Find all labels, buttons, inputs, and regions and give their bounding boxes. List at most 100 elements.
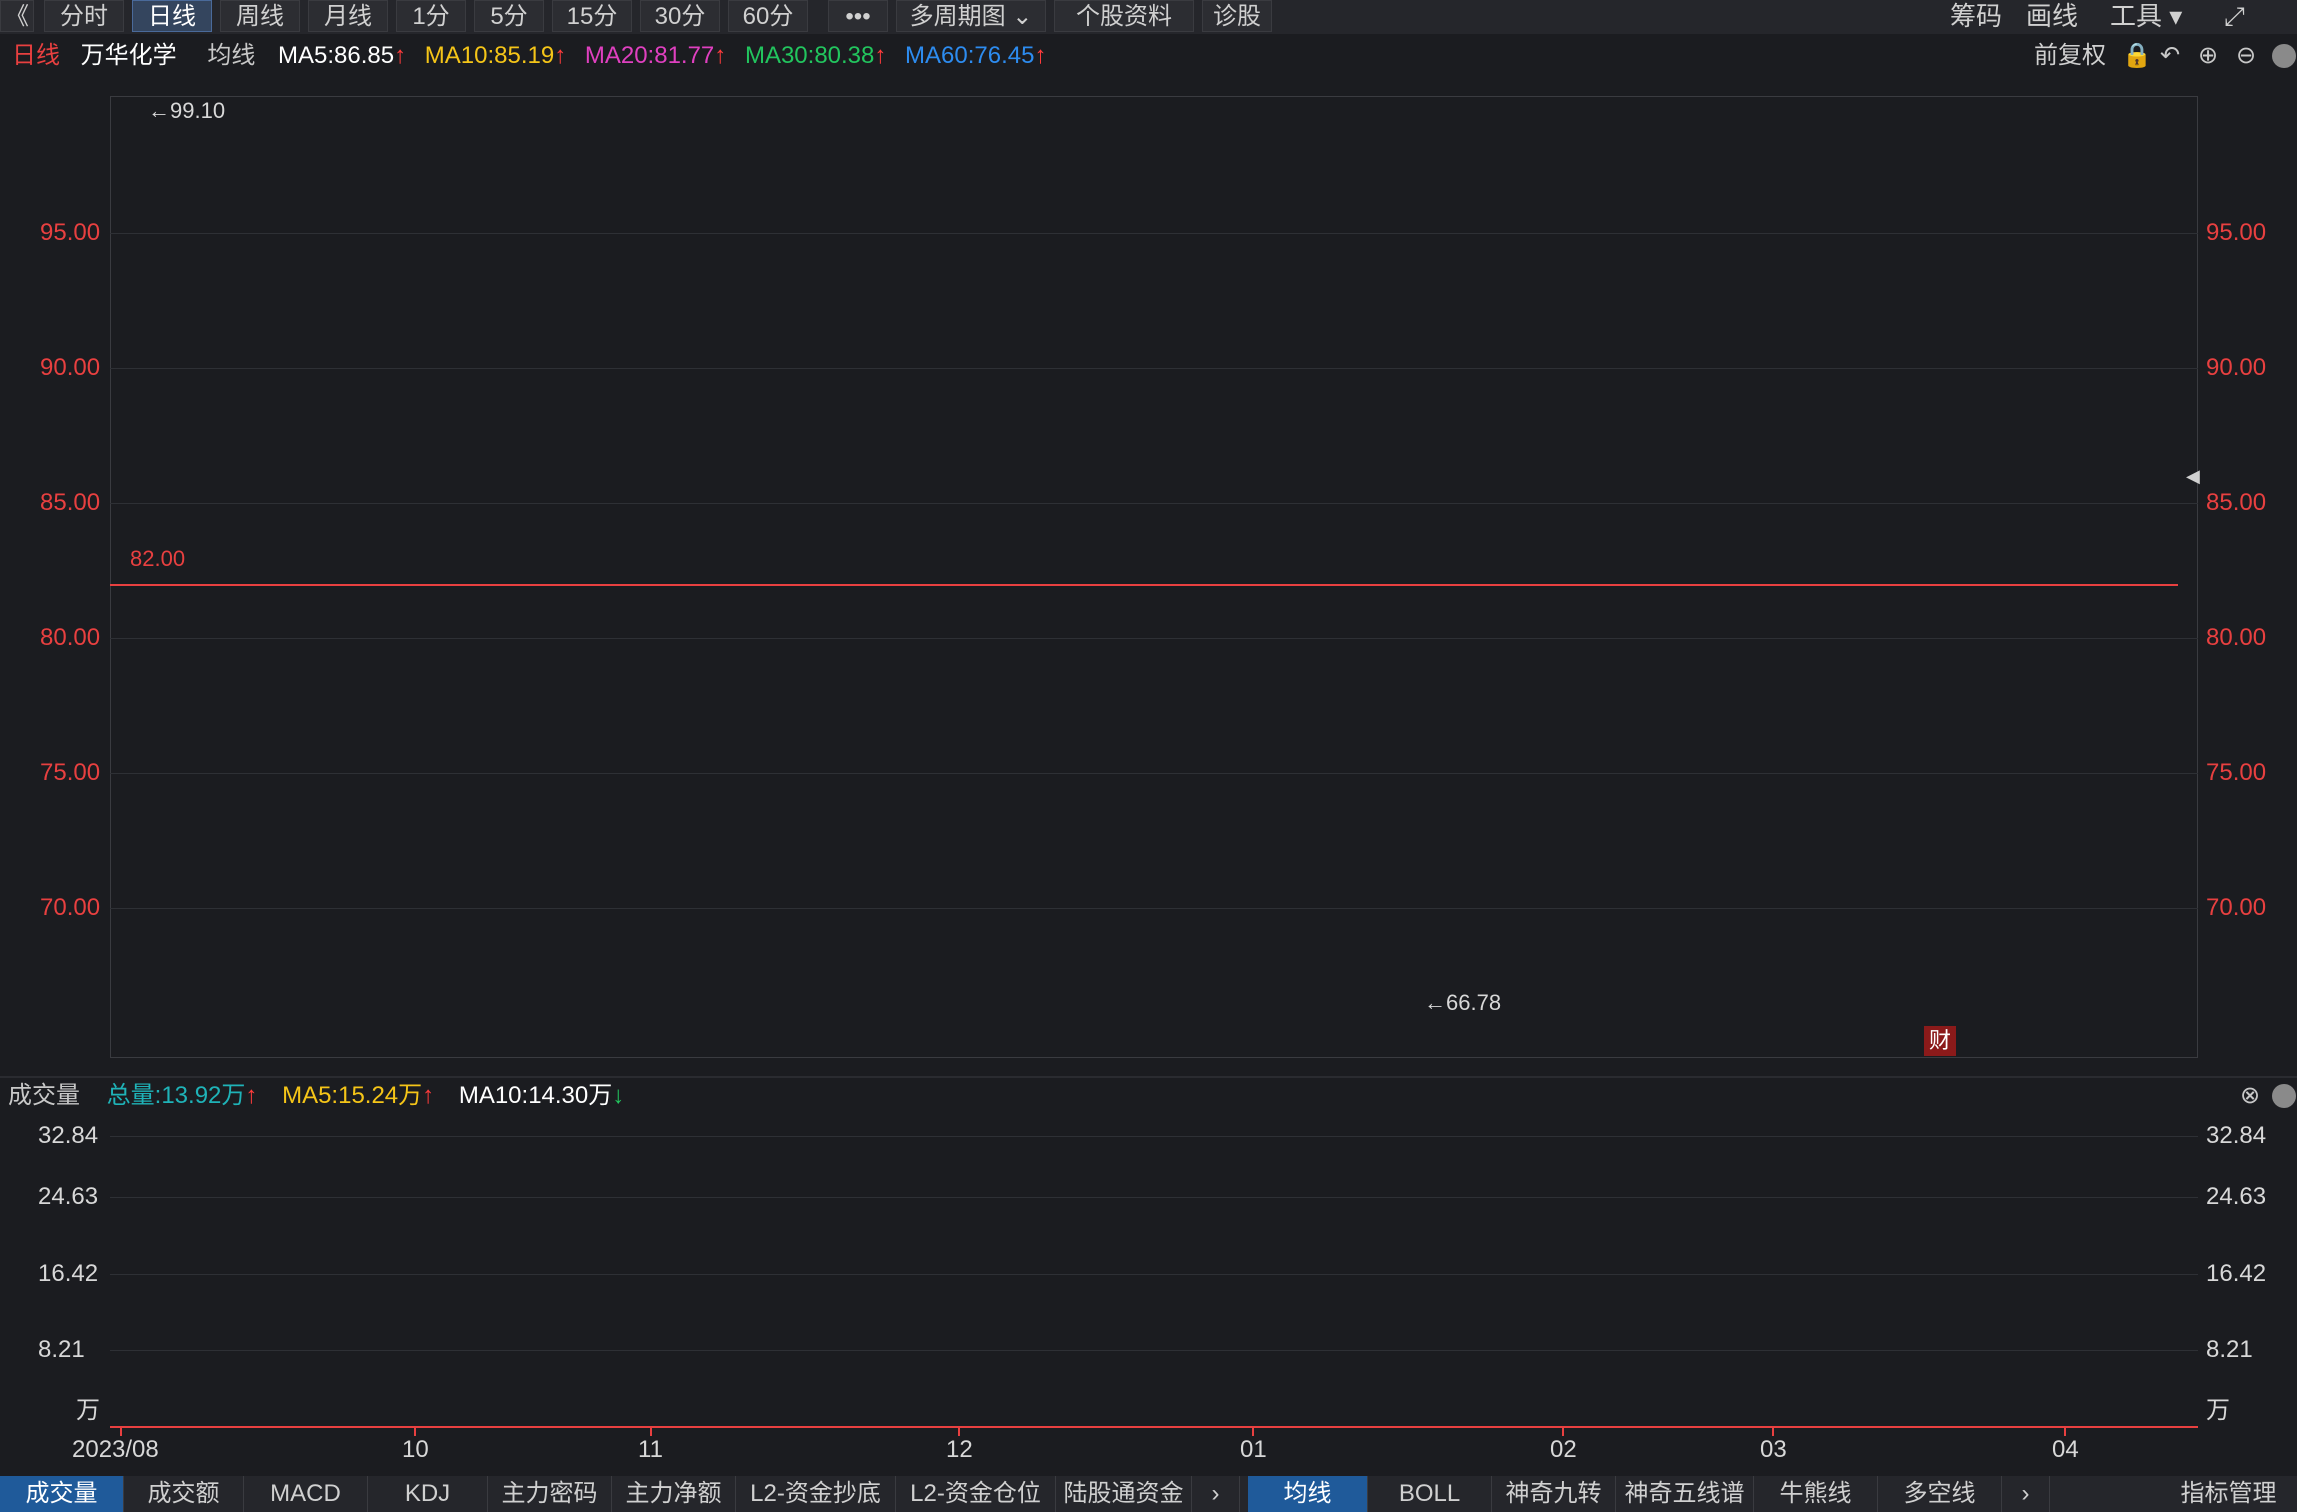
price-tick-label-right: 85.00 <box>2206 489 2267 516</box>
x-tick <box>1772 1426 1774 1436</box>
volume-chart-area[interactable] <box>110 1110 2198 1426</box>
chips-button[interactable]: 筹码 <box>1950 1 2003 31</box>
price-tick-label: 70.00 <box>40 894 101 921</box>
volume-gridline <box>110 1350 2198 1351</box>
ma10-value: MA10:85.19 <box>424 42 555 69</box>
tab-weekly[interactable]: 周线 <box>220 0 300 32</box>
x-tick-label: 04 <box>2052 1436 2079 1463</box>
zoom-out-icon[interactable]: ⊖ <box>2236 42 2257 69</box>
tab-l2-bottom-fishing[interactable]: L2-资金抄底 <box>736 1476 896 1512</box>
lock-icon[interactable]: 🔒 <box>2122 42 2152 69</box>
price-gridline <box>110 908 2198 909</box>
tab-l2-position[interactable]: L2-资金仓位 <box>896 1476 1056 1512</box>
tab-intraday[interactable]: 分时 <box>44 0 124 32</box>
tab-northbound-funds[interactable]: 陆股通资金 <box>1056 1476 1192 1512</box>
ma-legend: 日线 万华化学 均线 MA5:86.85↑ MA10:85.19↑ MA20:8… <box>12 36 1046 76</box>
volume-tick-label-right: 8.21 <box>2206 1336 2253 1363</box>
arrow-up-icon: ↑ <box>1034 42 1047 69</box>
volume-tick-label: 32.84 <box>38 1122 99 1149</box>
ma30-value: MA30:80.38 <box>744 42 875 69</box>
tab-kdj[interactable]: KDJ <box>368 1476 488 1512</box>
tab-macd[interactable]: MACD <box>244 1476 368 1512</box>
volume-tick-label-right: 24.63 <box>2206 1183 2267 1210</box>
x-tick <box>1252 1426 1254 1436</box>
tab-long-short-line[interactable]: 多空线 <box>1878 1476 2002 1512</box>
settings-gear-icon[interactable] <box>2272 44 2296 68</box>
tab-5min[interactable]: 5分 <box>474 0 544 32</box>
tab-60min[interactable]: 60分 <box>728 0 808 32</box>
ma5-value: MA5:86.85 <box>278 42 395 69</box>
tab-magic-five-lines[interactable]: 神奇五线谱 <box>1616 1476 1754 1512</box>
tab-magic-nine[interactable]: 神奇九转 <box>1492 1476 1616 1512</box>
tools-label: 工具 <box>2110 1 2163 31</box>
tab-main-force-net[interactable]: 主力净额 <box>612 1476 736 1512</box>
price-tick-label-right: 70.00 <box>2206 894 2267 921</box>
diagnose-button[interactable]: 诊股 <box>1202 0 1272 32</box>
tab-30min[interactable]: 30分 <box>640 0 720 32</box>
chevron-right-icon[interactable]: › <box>2002 1476 2050 1512</box>
tab-boll[interactable]: BOLL <box>1368 1476 1492 1512</box>
stock-info-button[interactable]: 个股资料 <box>1054 0 1194 32</box>
fullscreen-icon[interactable]: ⤢ <box>2224 1 2245 31</box>
indicator-manager-button[interactable]: 指标管理 <box>2180 1480 2277 1507</box>
tab-ma[interactable]: 均线 <box>1248 1476 1368 1512</box>
volume-unit-label-right: 万 <box>2206 1397 2230 1424</box>
volume-gridline <box>110 1197 2198 1198</box>
x-tick-label: 03 <box>1760 1436 1787 1463</box>
x-tick <box>1562 1426 1564 1436</box>
x-tick <box>958 1426 960 1436</box>
collapse-button[interactable]: 《 <box>0 0 34 32</box>
tab-15min[interactable]: 15分 <box>552 0 632 32</box>
zoom-in-icon[interactable]: ⊕ <box>2198 42 2219 69</box>
indicator-tabbar: 成交量 成交额 MACD KDJ 主力密码 主力净额 L2-资金抄底 L2-资金… <box>0 1476 2297 1512</box>
volume-tick-label: 8.21 <box>38 1336 85 1363</box>
tab-daily[interactable]: 日线 <box>132 0 212 32</box>
arrow-up-icon: ↑ <box>874 42 887 69</box>
price-gridline <box>110 233 2198 234</box>
x-tick-label: 01 <box>1240 1436 1267 1463</box>
caret-down-icon: ▾ <box>2169 1 2183 31</box>
volume-tick-label: 16.42 <box>38 1260 99 1287</box>
tab-volume[interactable]: 成交量 <box>0 1476 124 1512</box>
financial-report-badge[interactable]: 财 <box>1924 1026 1956 1056</box>
x-tick <box>120 1426 122 1436</box>
adjust-toggle[interactable]: 前复权 <box>2034 42 2106 69</box>
arrow-up-icon: ↑ <box>245 1082 258 1109</box>
price-reference-line[interactable] <box>110 584 2178 586</box>
tab-turnover[interactable]: 成交额 <box>124 1476 244 1512</box>
period-label: 日线 <box>12 42 60 69</box>
ma60-value: MA60:76.45 <box>905 42 1035 69</box>
ma20-value: MA20:81.77 <box>584 42 715 69</box>
more-button[interactable]: ••• <box>828 0 888 32</box>
volume-gridline <box>110 1136 2198 1137</box>
tools-menu[interactable]: 工具 ▾ <box>2110 0 2182 32</box>
draw-button[interactable]: 画线 <box>2026 1 2079 31</box>
volume-tick-label-right: 32.84 <box>2206 1122 2267 1149</box>
price-tick-label: 95.00 <box>40 219 101 246</box>
tab-1min[interactable]: 1分 <box>396 0 466 32</box>
price-tick-label-right: 90.00 <box>2206 354 2267 381</box>
undo-icon[interactable]: ↶ <box>2160 42 2181 69</box>
price-gridline <box>110 368 2198 369</box>
tab-main-force-code[interactable]: 主力密码 <box>488 1476 612 1512</box>
arrow-up-icon: ↑ <box>714 42 727 69</box>
price-tick-label: 75.00 <box>40 759 101 786</box>
arrow-up-icon: ↑ <box>394 42 407 69</box>
price-chart-area[interactable] <box>110 96 2198 1058</box>
close-panel-icon[interactable]: ⊗ <box>2240 1082 2261 1109</box>
volume-settings-gear-icon[interactable] <box>2272 1084 2296 1108</box>
tab-bull-bear-line[interactable]: 牛熊线 <box>1754 1476 1878 1512</box>
multi-period-dropdown[interactable]: 多周期图 ⌄ <box>896 0 1046 32</box>
x-axis-line <box>110 1426 2198 1428</box>
price-gridline <box>110 638 2198 639</box>
chevron-right-icon[interactable]: › <box>1192 1476 1240 1512</box>
price-gridline <box>110 503 2198 504</box>
x-tick <box>414 1426 416 1436</box>
volume-legend: 成交量 总量:13.92万↑ MA5:15.24万↑ MA10:14.30万↓ <box>8 1076 624 1116</box>
current-price-marker-icon: ◀ <box>2186 466 2200 486</box>
arrow-up-icon: ↑ <box>554 42 567 69</box>
volume-unit-label: 万 <box>76 1397 100 1424</box>
price-tick-label-right: 80.00 <box>2206 624 2267 651</box>
price-tick-label: 80.00 <box>40 624 101 651</box>
tab-monthly[interactable]: 月线 <box>308 0 388 32</box>
